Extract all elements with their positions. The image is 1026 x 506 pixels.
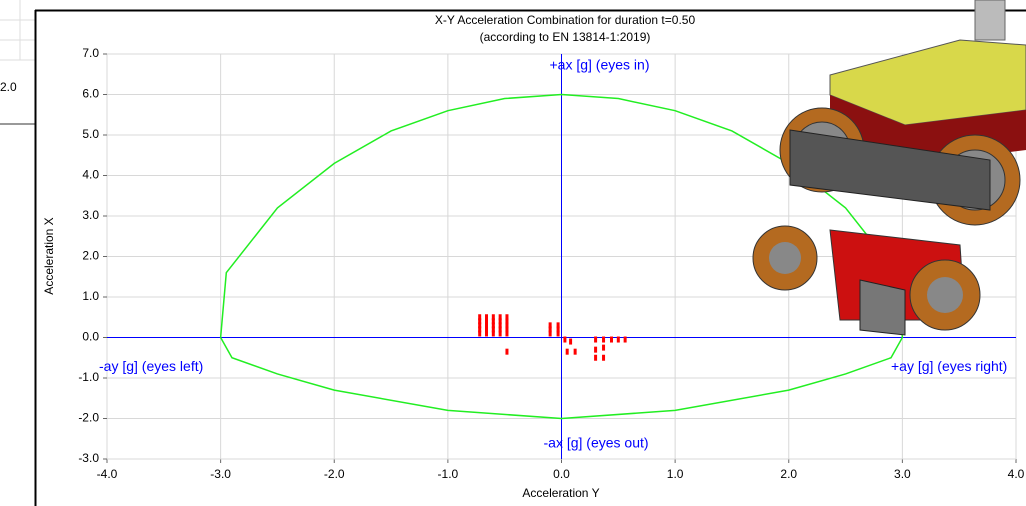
y-tick-label: 3.0 — [82, 208, 99, 222]
data-point — [602, 337, 605, 343]
data-point — [557, 330, 560, 336]
chart-subtitle: (according to EN 13814-1:2019) — [480, 30, 651, 44]
x-tick-label: 1.0 — [667, 467, 684, 481]
data-point — [563, 337, 566, 343]
data-point — [492, 330, 495, 336]
y-tick-label: -2.0 — [78, 411, 99, 425]
data-point — [602, 355, 605, 361]
data-point — [574, 349, 577, 355]
data-point — [566, 349, 569, 355]
annotation: -ax [g] (eyes out) — [544, 435, 649, 451]
y-tick-label: 6.0 — [82, 87, 99, 101]
x-tick-label: -4.0 — [97, 467, 118, 481]
x-tick-label: -2.0 — [324, 467, 345, 481]
y-tick-label: 5.0 — [82, 127, 99, 141]
data-point — [499, 330, 502, 336]
data-point — [610, 337, 613, 343]
data-point — [485, 330, 488, 336]
data-point — [505, 330, 508, 336]
panel-label: 2.0 — [0, 80, 17, 94]
x-tick-label: 0.0 — [553, 467, 570, 481]
data-point — [617, 337, 620, 343]
y-tick-label: 4.0 — [82, 168, 99, 182]
x-tick-label: -3.0 — [210, 467, 231, 481]
x-tick-label: 4.0 — [1008, 467, 1025, 481]
annotation: +ax [g] (eyes in) — [550, 57, 650, 73]
x-tick-label: -1.0 — [438, 467, 459, 481]
background-panel: 2.0 — [0, 0, 36, 125]
y-tick-label: 1.0 — [82, 289, 99, 303]
data-point — [594, 355, 597, 361]
chart-title: X-Y Acceleration Combination for duratio… — [435, 13, 696, 27]
y-tick-label: -3.0 — [78, 451, 99, 465]
data-point — [569, 339, 572, 345]
data-point — [624, 337, 627, 343]
x-tick-label: 2.0 — [780, 467, 797, 481]
data-point — [594, 337, 597, 343]
annotation: -ay [g] (eyes left) — [99, 358, 203, 374]
x-tick-label: 3.0 — [894, 467, 911, 481]
data-point — [478, 330, 481, 336]
data-point — [602, 345, 605, 351]
data-point — [594, 347, 597, 353]
data-point — [549, 330, 552, 336]
data-point — [505, 349, 508, 355]
y-axis-label: Acceleration X — [42, 217, 56, 294]
annotation: +ay [g] (eyes right) — [891, 358, 1007, 374]
y-tick-label: 7.0 — [82, 46, 99, 60]
y-tick-label: -1.0 — [78, 370, 99, 384]
x-axis-label: Acceleration Y — [522, 486, 599, 500]
y-tick-label: 0.0 — [82, 330, 99, 344]
y-tick-label: 2.0 — [82, 249, 99, 263]
screen: 2.0 X-Y Acceleration Combination for dur… — [0, 0, 1026, 506]
